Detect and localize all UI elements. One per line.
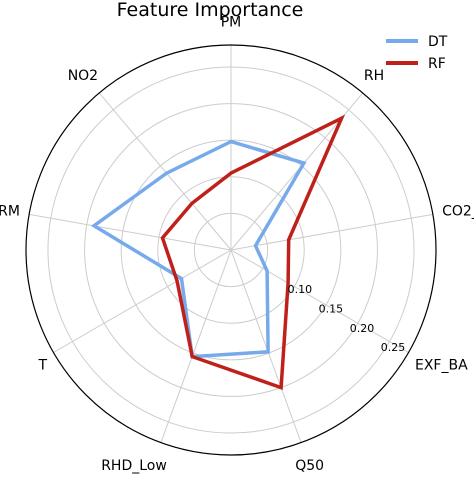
category-label: CO2_BR [442,203,474,219]
radial-tick-label: 0.20 [350,322,375,335]
series-line-rf [160,114,346,391]
chart-title: Feature Importance [117,0,304,21]
category-label: PM [221,14,242,30]
radial-tick-label: 0.25 [381,341,406,354]
radar-series [90,114,346,391]
grid-spoke [53,249,232,353]
category-label: RH [364,68,384,84]
series-line-dt [90,139,307,359]
legend-label-dt: DT [428,34,448,50]
grid-spoke [29,213,232,251]
legend: DT RF [386,34,448,72]
category-label: EXF_BA [415,357,468,373]
polar-frame [25,44,437,456]
grid-spoke [230,249,409,353]
grid-spoke [98,92,232,251]
category-label: Q50 [295,458,324,474]
category-label: FRM [0,203,20,219]
grid-spoke [230,213,433,251]
category-label: RHD_Low [101,458,167,474]
radial-tick-label: 0.10 [288,283,313,296]
category-label: T [37,357,47,373]
legend-label-rf: RF [428,56,446,72]
radial-tick-labels: 0.10 0.15 0.20 0.25 [288,283,406,354]
grid-spoke [230,249,302,443]
radar-grid [25,44,437,456]
radial-tick-label: 0.15 [319,302,344,315]
grid-spoke [160,249,232,443]
category-labels: PM RH CO2_BR EXF_BA Q50 RHD_Low T FRM NO2 [0,14,474,473]
category-label: NO2 [68,68,98,84]
